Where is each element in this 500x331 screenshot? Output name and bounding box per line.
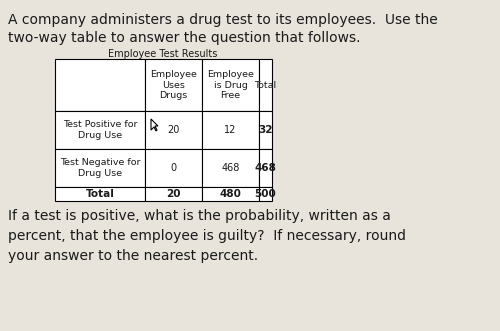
Text: 500: 500	[254, 189, 276, 199]
Text: Total: Total	[86, 189, 114, 199]
Text: Employee
is Drug
Free: Employee is Drug Free	[207, 70, 254, 100]
Bar	[259, 149, 272, 187]
Bar	[259, 111, 272, 149]
Bar	[55, 149, 145, 187]
Bar	[259, 187, 272, 201]
Text: 468: 468	[222, 163, 240, 173]
Text: two-way table to answer the question that follows.: two-way table to answer the question tha…	[8, 31, 360, 45]
Text: 12: 12	[224, 125, 236, 135]
Text: Total: Total	[254, 80, 276, 89]
Bar	[145, 59, 202, 111]
Bar	[55, 187, 145, 201]
Bar	[202, 149, 259, 187]
Text: Test Negative for
Drug Use: Test Negative for Drug Use	[60, 158, 140, 178]
Text: A company administers a drug test to its employees.  Use the: A company administers a drug test to its…	[8, 13, 438, 27]
Text: 468: 468	[254, 163, 276, 173]
Text: 0: 0	[170, 163, 176, 173]
Text: 32: 32	[258, 125, 273, 135]
Bar	[145, 187, 202, 201]
Text: Test Positive for
Drug Use: Test Positive for Drug Use	[63, 120, 137, 140]
Text: 480: 480	[220, 189, 242, 199]
Bar	[55, 59, 145, 111]
Text: Employee Test Results: Employee Test Results	[108, 49, 218, 59]
Text: If a test is positive, what is the probability, written as a: If a test is positive, what is the proba…	[8, 209, 391, 223]
Bar	[202, 111, 259, 149]
Text: percent, that the employee is guilty?  If necessary, round: percent, that the employee is guilty? If…	[8, 229, 406, 243]
Bar	[145, 149, 202, 187]
Bar	[259, 59, 272, 111]
Bar	[55, 111, 145, 149]
Text: your answer to the nearest percent.: your answer to the nearest percent.	[8, 249, 258, 263]
Text: 20: 20	[168, 125, 179, 135]
Bar	[202, 187, 259, 201]
Bar	[202, 59, 259, 111]
Text: 20: 20	[166, 189, 181, 199]
Bar	[145, 111, 202, 149]
Text: Employee
Uses
Drugs: Employee Uses Drugs	[150, 70, 197, 100]
